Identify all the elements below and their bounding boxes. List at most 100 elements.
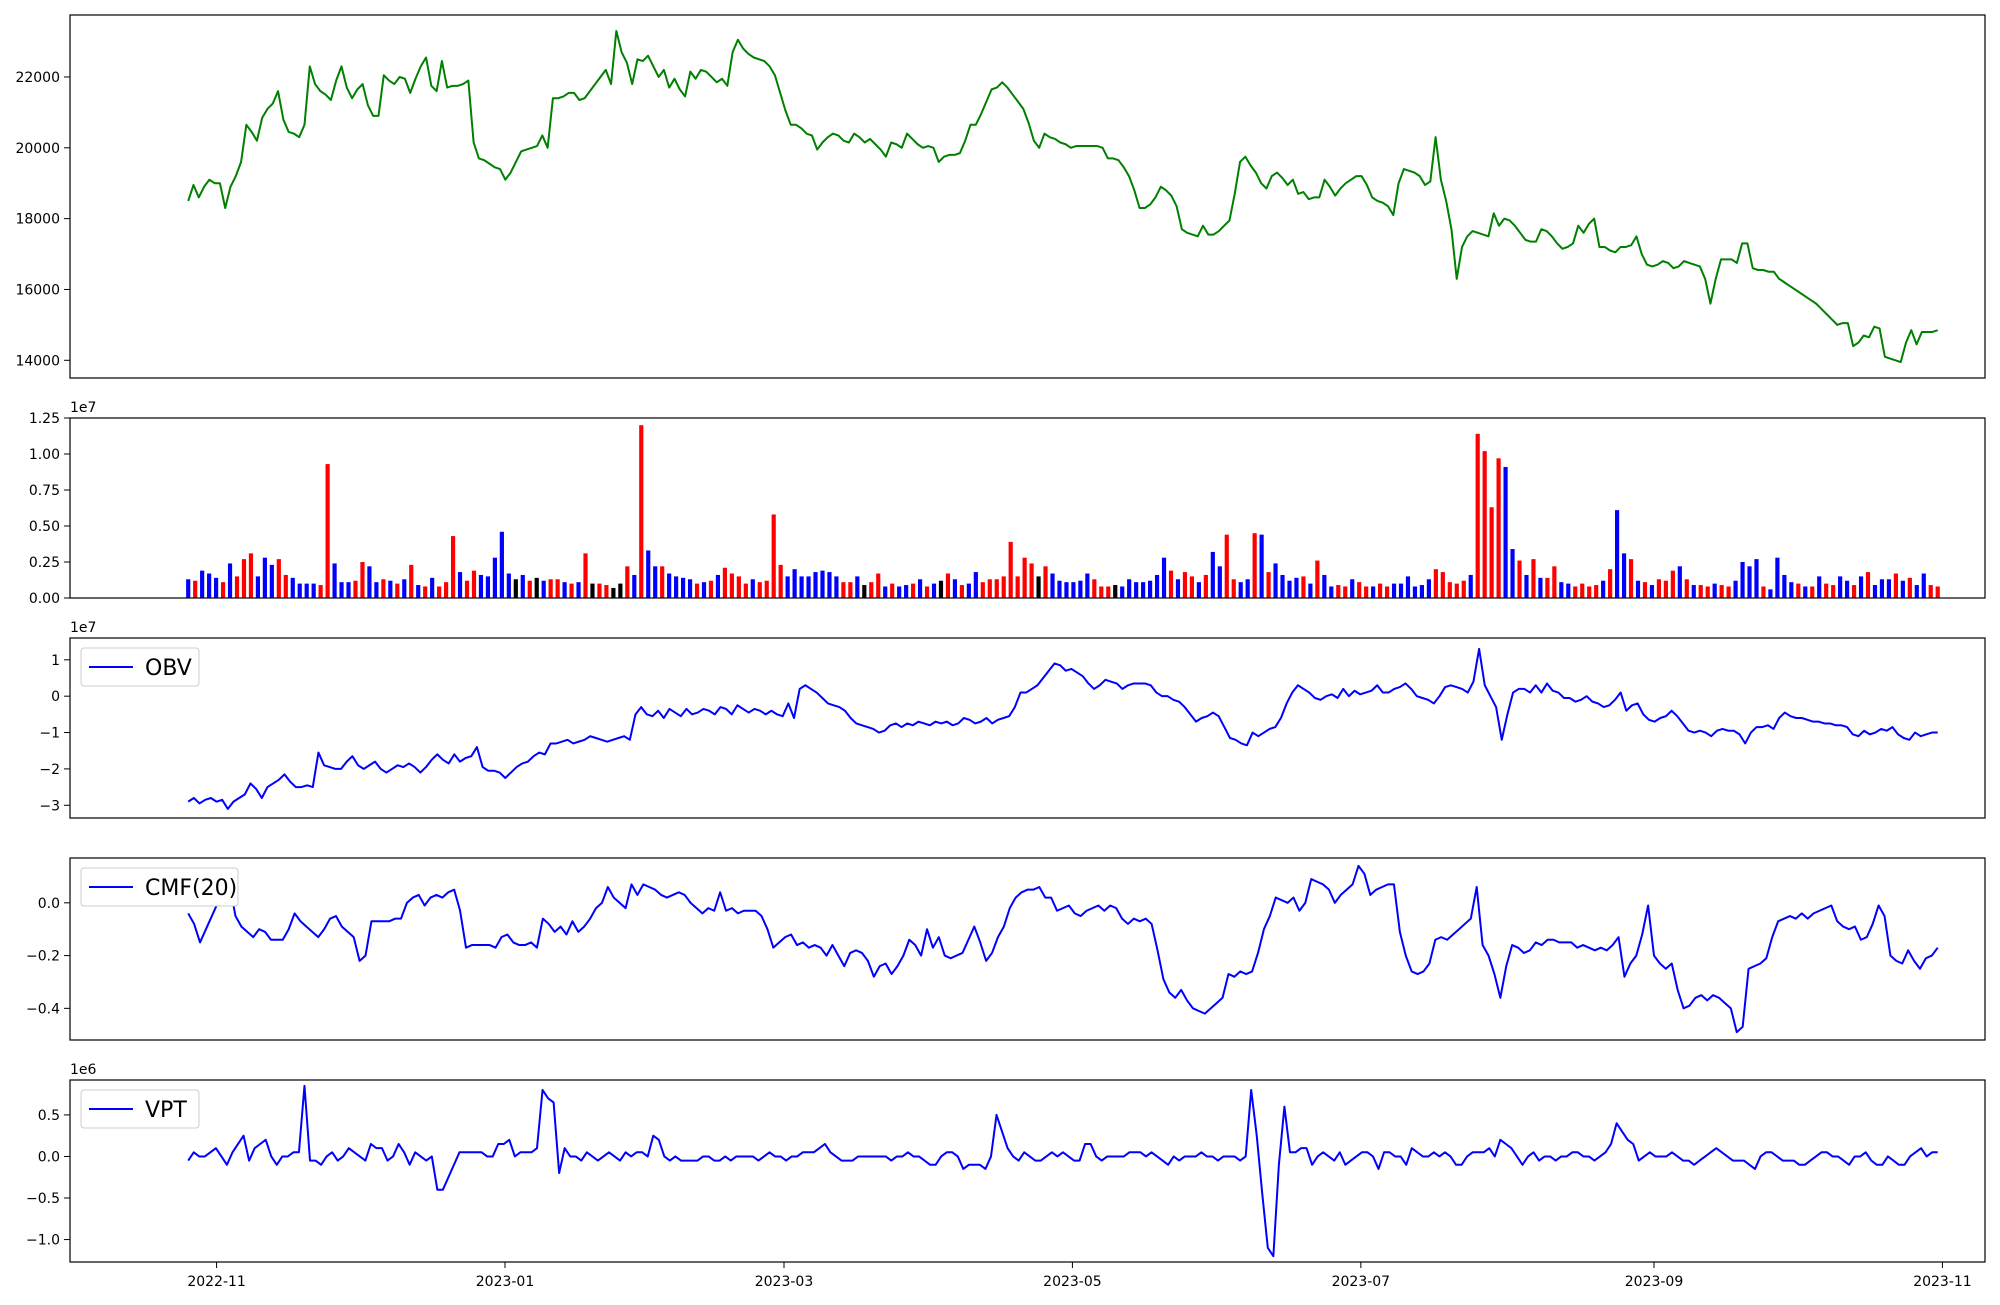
volume-bar [1336, 585, 1341, 598]
volume-bar [1559, 582, 1564, 598]
volume-bar [806, 576, 811, 598]
volume-bar [478, 574, 484, 598]
volume-bar [1447, 582, 1452, 598]
volume-bar [1259, 534, 1264, 598]
volume-bar [520, 574, 525, 598]
volume-bar [248, 553, 254, 598]
volume-bar [778, 564, 783, 598]
volume-bar [193, 580, 198, 598]
y-tick-label: 0.75 [29, 483, 60, 499]
volume-bar [604, 585, 609, 598]
volume-bar [360, 562, 365, 598]
volume-bar [1134, 582, 1139, 598]
legend-label: CMF(20) [145, 876, 237, 901]
volume-bar [1845, 580, 1850, 598]
volume-bar [674, 576, 679, 598]
volume-bar [1350, 579, 1355, 598]
x-tick-label: 2023-07 [1332, 1274, 1391, 1290]
volume-bar [1182, 572, 1188, 598]
volume-bar [1796, 583, 1801, 598]
volume-bar [1106, 586, 1111, 598]
volume-bar [931, 583, 937, 598]
volume-bar [395, 583, 400, 598]
volume-bar [1231, 579, 1236, 598]
volume-bar [388, 580, 393, 598]
volume-bar [1663, 580, 1668, 598]
volume-bar [1642, 582, 1648, 598]
volume-bar [485, 576, 491, 598]
volume-bar [1148, 580, 1153, 598]
volume-bar [423, 586, 428, 598]
volume-bar [646, 550, 651, 598]
y-tick-label: −0.2 [26, 949, 60, 965]
volume-bar [325, 464, 330, 598]
volume-bar [311, 583, 316, 598]
volume-bar [1789, 582, 1794, 598]
volume-bar [966, 583, 971, 598]
volume-bar [1008, 541, 1013, 598]
y-tick-label: 14000 [15, 353, 60, 369]
volume-bar [848, 582, 853, 598]
volume-bar [1615, 510, 1620, 598]
volume-bar [841, 582, 846, 598]
y-tick-label: 0.00 [29, 591, 60, 607]
volume-bar [1196, 582, 1201, 598]
volume-bar [1329, 586, 1334, 598]
volume-bar [346, 582, 351, 598]
volume-bar [1357, 582, 1362, 598]
volume-bar [1503, 466, 1508, 598]
volume-bar [1879, 579, 1885, 598]
volume-bar [799, 576, 804, 598]
price-panel: 14000 16000 18000 20000 22000 [15, 14, 1986, 379]
volume-bar [1649, 585, 1655, 598]
volume-bar [353, 580, 358, 598]
volume-bar [618, 583, 623, 598]
volume-bar [1517, 560, 1522, 598]
volume-bar [1928, 585, 1933, 598]
obv-panel: −3 −2 −1 0 1 1e7 OBV [39, 620, 1986, 819]
volume-bar [771, 514, 776, 598]
volume-bar [1391, 583, 1397, 598]
volume-bar [1580, 583, 1585, 598]
volume-bar [1161, 557, 1167, 598]
volume-bar [1287, 580, 1292, 598]
volume-bar [820, 570, 825, 598]
volume-bar [1851, 585, 1857, 598]
legend-label: OBV [145, 656, 192, 681]
volume-bar [276, 559, 281, 598]
volume-bar [1872, 585, 1878, 598]
volume-bar [457, 572, 463, 598]
volume-bar [318, 585, 323, 598]
volume-bar [1189, 576, 1194, 598]
vpt-offset-label: 1e6 [70, 1062, 97, 1078]
volume-bar [214, 577, 219, 598]
volume-bar [897, 586, 902, 598]
volume-bar [1691, 585, 1696, 598]
volume-bar [1280, 574, 1285, 598]
volume-bar [1831, 585, 1836, 598]
vpt-panel: −1.0 −0.5 0.0 0.5 1e6 VPT [26, 1062, 1986, 1263]
y-tick-label: −3 [39, 798, 60, 814]
volume-bar [1775, 557, 1780, 598]
volume-bar [1705, 586, 1710, 598]
volume-bar [499, 531, 504, 598]
volume-bar [290, 577, 295, 598]
volume-bar [1594, 585, 1599, 598]
volume-panel: 0.00 0.25 0.50 0.75 1.00 1.25 1e7 [29, 400, 1986, 607]
volume-bar [1538, 577, 1543, 598]
volume-bar [743, 583, 748, 598]
volume-bar [1343, 586, 1348, 598]
volume-bar [1315, 560, 1320, 598]
x-tick-label: 2023-05 [1043, 1274, 1102, 1290]
legend-label: VPT [145, 1098, 187, 1123]
volume-bar [764, 580, 769, 598]
volume-bar [241, 559, 247, 598]
volume-bar [1210, 551, 1215, 598]
volume-bar [1371, 586, 1376, 598]
volume-bar [527, 580, 532, 598]
volume-bar [1015, 576, 1020, 598]
volume-bar [1510, 549, 1515, 598]
volume-bar [729, 573, 734, 598]
volume-bar [1238, 582, 1243, 598]
